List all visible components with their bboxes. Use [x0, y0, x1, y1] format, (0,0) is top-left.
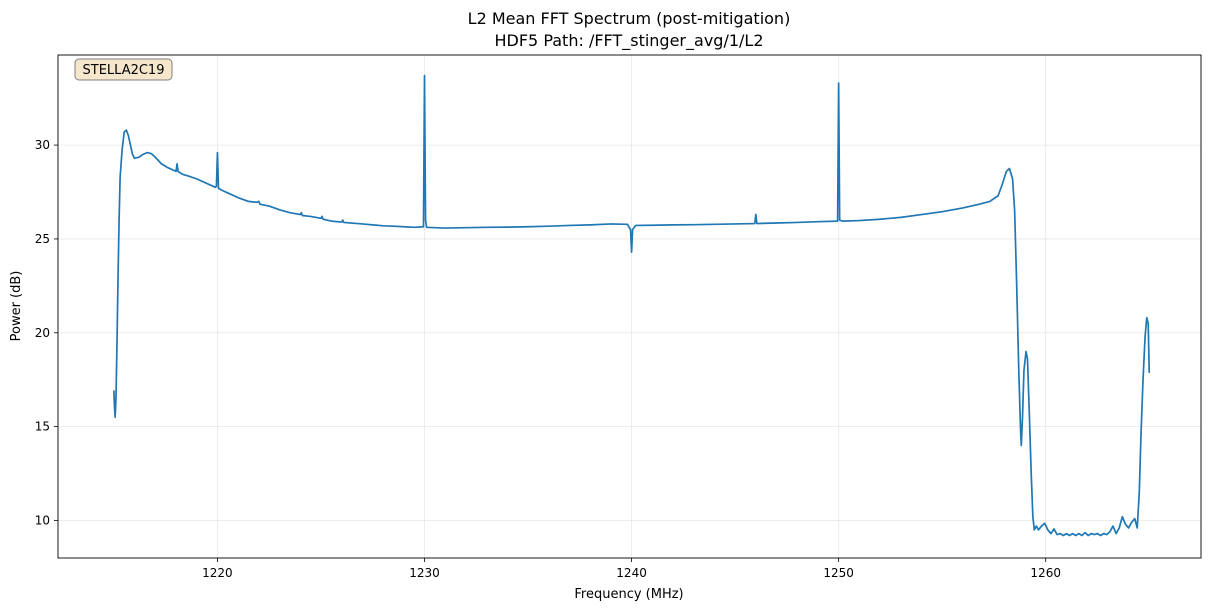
y-tick-label: 25 [35, 232, 50, 246]
annotation-box [74, 58, 173, 81]
chart-title: L2 Mean FFT Spectrum (post-mitigation) [468, 9, 791, 28]
grid-lines [58, 55, 1201, 558]
chart-subtitle: HDF5 Path: /FFT_stinger_avg/1/L2 [495, 31, 764, 51]
x-axis-ticks: 1220 1230 1240 1250 1260 [202, 558, 1061, 580]
x-tick-label: 1260 [1030, 566, 1061, 580]
y-tick-label: 15 [35, 420, 50, 434]
y-tick-label: 20 [35, 326, 50, 340]
annotation-text: STELLA2C19 [83, 63, 165, 78]
x-tick-label: 1220 [202, 566, 233, 580]
x-tick-label: 1240 [616, 566, 647, 580]
y-tick-label: 10 [35, 513, 50, 527]
x-tick-label: 1230 [409, 566, 440, 580]
series-line [113, 74, 1151, 537]
plot-frame [57, 54, 1202, 559]
annotation-badge: STELLA2C19 [74, 58, 173, 81]
x-axis-label: Frequency (MHz) [574, 587, 683, 602]
y-axis-label: Power (dB) [9, 271, 24, 342]
y-tick-label: 30 [35, 138, 50, 152]
series-layer [113, 74, 1151, 537]
x-tick-label: 1250 [823, 566, 854, 580]
y-axis-ticks: 10 15 20 25 30 [35, 138, 58, 527]
